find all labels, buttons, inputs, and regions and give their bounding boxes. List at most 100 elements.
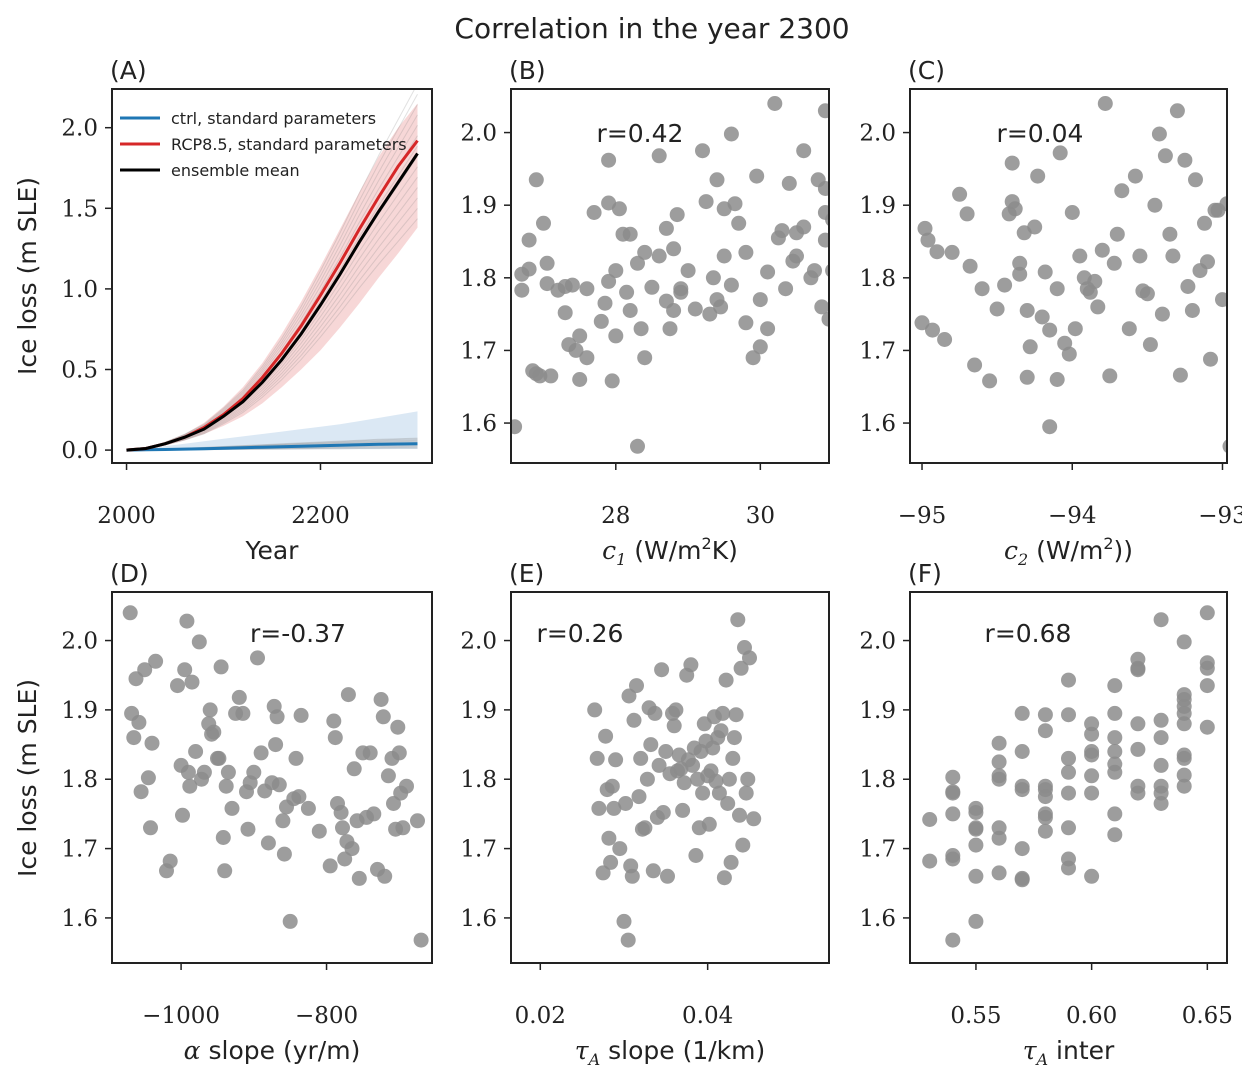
scatter-point: [218, 778, 234, 794]
scatter-point: [917, 220, 933, 236]
scatter-point: [740, 771, 756, 787]
scatter-point: [1090, 299, 1106, 315]
scatter-point: [1199, 605, 1215, 621]
scatter-point: [1084, 747, 1100, 763]
scatter-point: [253, 745, 269, 761]
scatter-point: [220, 764, 236, 780]
scatter-point: [282, 913, 298, 929]
y-tick-label: 1.8: [859, 767, 896, 793]
scatter-point: [269, 709, 285, 725]
scatter-point: [1084, 726, 1100, 742]
scatter-point: [633, 750, 649, 766]
scatter-point: [1007, 201, 1023, 217]
x-axis-label-symbol: α: [184, 1036, 201, 1065]
scatter-point: [738, 244, 754, 260]
scatter-point: [720, 796, 736, 811]
x-axis-label-end: K): [712, 536, 738, 565]
scatter-point: [631, 789, 647, 805]
scatter-point: [626, 712, 642, 728]
plot-frame: [111, 591, 433, 964]
scatter-point: [718, 672, 734, 688]
scatter-point: [601, 273, 617, 289]
scatter-point: [1061, 672, 1076, 688]
scatter-point: [982, 373, 998, 389]
scatter-point: [673, 281, 689, 297]
scatter-point: [1042, 419, 1058, 435]
scatter-point: [380, 768, 396, 784]
scatter-point: [1121, 321, 1137, 337]
scatter-point: [1061, 785, 1076, 801]
x-tick-label: 2200: [291, 503, 350, 529]
scatter-point: [817, 232, 829, 248]
scatter-point: [528, 172, 544, 188]
scatter-point: [598, 728, 614, 744]
scatter-point: [1049, 372, 1065, 387]
scatter-point: [825, 213, 829, 227]
scatter-point: [1180, 279, 1196, 294]
scatter-point: [732, 807, 747, 823]
scatter-point: [774, 223, 790, 239]
scatter-point: [300, 800, 316, 816]
scatter-point: [291, 789, 307, 805]
x-tick-label: 0.04: [682, 1003, 733, 1029]
y-axis-label-bottom: Ice loss (m SLE): [13, 679, 42, 877]
scatter-point: [1052, 145, 1068, 161]
scatter-point: [344, 841, 360, 857]
scatter-point: [968, 868, 984, 884]
scatter-point: [624, 868, 640, 884]
scatter-point: [1203, 351, 1218, 367]
x-axis-label-text: inter: [1048, 1036, 1115, 1065]
scatter-point: [1157, 148, 1173, 164]
scatter-point: [1165, 248, 1181, 264]
x-axis-label-symbol: c: [602, 536, 616, 565]
scatter-point: [814, 299, 829, 315]
y-tick-label: 1.7: [859, 837, 896, 863]
scatter-point: [543, 368, 559, 384]
scatter-point: [745, 350, 761, 366]
scatter-point: [143, 820, 158, 836]
x-tick-label: 2000: [97, 503, 156, 529]
scatter-point: [293, 707, 309, 723]
scatter-point: [619, 284, 635, 300]
scatter-point: [644, 279, 660, 295]
scatter-point: [322, 858, 338, 874]
scatter-point: [597, 295, 613, 311]
scatter-point: [658, 220, 674, 236]
scatter-point: [202, 702, 218, 718]
x-tick-label: −1000: [142, 1003, 220, 1029]
rcp-uncertainty-band: [126, 103, 418, 451]
scatter-point: [709, 172, 725, 188]
scatter-point: [591, 800, 607, 816]
scatter-point: [1151, 126, 1167, 142]
scatter-point: [735, 837, 751, 853]
scatter-point: [351, 870, 367, 886]
scatter-point: [131, 714, 147, 730]
y-tick-label: 1.5: [61, 196, 98, 222]
scatter-point: [1199, 719, 1215, 735]
y-tick-label: 2.0: [61, 629, 98, 655]
scatter-point: [1106, 255, 1122, 271]
scatter-point: [668, 702, 684, 718]
panel-label: (C): [908, 56, 945, 85]
figure-title: Correlation in the year 2300: [454, 12, 849, 45]
scatter-point: [705, 270, 721, 286]
scatter-point: [1102, 368, 1118, 384]
scatter-point: [206, 724, 222, 740]
scatter-point: [395, 820, 411, 836]
scatter-point: [821, 311, 829, 327]
scatter-point: [726, 730, 742, 746]
scatter-point: [752, 292, 768, 308]
x-axis-label-symbol: τ: [575, 1036, 590, 1065]
scatter-point: [666, 241, 682, 257]
scatter-point: [1162, 226, 1178, 242]
scatter-point: [1230, 230, 1242, 245]
scatter-point: [760, 321, 776, 337]
y-tick-label: 1.7: [460, 837, 497, 863]
scatter-point: [377, 868, 393, 884]
scatter-point: [937, 332, 953, 347]
scatter-point: [413, 932, 429, 948]
scatter-point: [1014, 705, 1030, 721]
scatter-point: [521, 232, 537, 248]
scatter-point: [715, 705, 731, 721]
